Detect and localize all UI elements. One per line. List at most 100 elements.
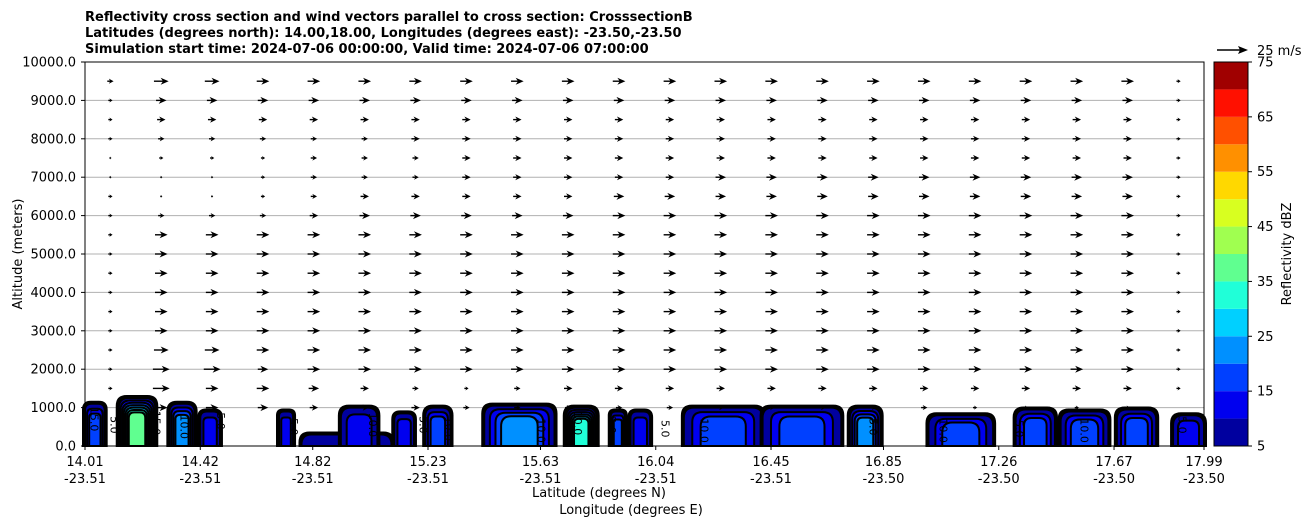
- wind-vector-head: [1126, 77, 1135, 85]
- reflectivity-contour: [778, 415, 826, 447]
- wind-vector: [564, 174, 573, 181]
- wind-vector-head: [261, 194, 266, 199]
- wind-vector: [765, 269, 778, 277]
- contour-label: 15.0: [149, 411, 162, 436]
- x-tick-label-lat: 16.85: [865, 455, 902, 470]
- wind-vector: [867, 346, 880, 354]
- wind-vector: [204, 77, 220, 85]
- wind-vector: [108, 136, 113, 141]
- wind-vector: [614, 135, 624, 142]
- wind-vector-head: [922, 327, 931, 335]
- wind-vector: [256, 250, 270, 258]
- wind-vector-head: [312, 193, 318, 199]
- wind-vector: [816, 212, 829, 220]
- colorbar-band: [1214, 62, 1248, 90]
- wind-vector-head: [922, 405, 928, 411]
- wind-vector-head: [159, 327, 168, 335]
- wind-vector: [968, 365, 982, 373]
- contour-label: 10.0: [937, 418, 950, 443]
- colorbar-band: [1214, 144, 1248, 172]
- wind-vector-head: [515, 250, 524, 258]
- wind-vector: [870, 405, 877, 411]
- wind-vector-head: [261, 346, 270, 354]
- wind-vector: [1176, 386, 1181, 391]
- wind-vector: [867, 269, 880, 277]
- wind-vector: [108, 213, 113, 218]
- wind-vector-head: [769, 250, 778, 258]
- wind-vector-head: [566, 269, 575, 277]
- wind-vector: [1019, 327, 1033, 335]
- reflectivity-cell: [391, 410, 417, 447]
- wind-vector-head: [769, 135, 776, 142]
- wind-vector: [714, 231, 728, 239]
- wind-vector: [612, 269, 626, 277]
- wind-vector-head: [1075, 365, 1084, 373]
- wind-vector-head: [109, 117, 113, 122]
- wind-vector: [1176, 290, 1181, 295]
- wind-vector: [259, 213, 267, 219]
- wind-vector: [1019, 288, 1033, 296]
- wind-vector-head: [617, 77, 626, 85]
- wind-vector-head: [1125, 173, 1133, 181]
- wind-vector-head: [922, 250, 931, 258]
- wind-vector-head: [1024, 308, 1033, 316]
- wind-vector-head: [871, 405, 877, 411]
- wind-vector-head: [921, 96, 930, 104]
- wind-vector: [513, 174, 522, 181]
- wind-vector-head: [515, 308, 524, 316]
- wind-vector: [259, 136, 267, 142]
- wind-vector: [970, 135, 980, 142]
- wind-vector: [153, 77, 169, 85]
- contour-label: 5.0: [214, 412, 227, 430]
- x-axis-label-longitude: Longitude (degrees E): [559, 503, 703, 518]
- wind-vector-head: [974, 405, 978, 410]
- wind-vector: [411, 404, 420, 411]
- wind-vector-head: [210, 308, 219, 316]
- wind-vector-head: [160, 346, 169, 354]
- wind-vector-head: [363, 136, 368, 142]
- wind-vector: [818, 154, 827, 162]
- wind-vector: [409, 288, 422, 296]
- wind-vector: [256, 288, 270, 296]
- wind-vector: [1176, 328, 1181, 333]
- wind-vector-head: [211, 175, 214, 179]
- wind-vector: [460, 77, 473, 85]
- wind-vector-head: [464, 77, 473, 85]
- wind-vector-head: [820, 77, 829, 85]
- wind-vector: [867, 212, 880, 220]
- wind-vector: [409, 250, 422, 258]
- wind-vector: [1021, 135, 1031, 142]
- wind-vector: [205, 404, 219, 412]
- wind-vector-head: [311, 96, 320, 104]
- wind-vector-head: [973, 250, 982, 258]
- wind-vector: [307, 288, 321, 296]
- wind-vector: [360, 385, 369, 392]
- wind-vector-head: [158, 96, 167, 104]
- wind-vector-head: [616, 135, 624, 142]
- wind-vector-head: [413, 365, 422, 373]
- wind-vector: [920, 154, 929, 162]
- wind-vector-head: [1075, 250, 1084, 258]
- wind-vector-head: [210, 116, 217, 123]
- wind-vector: [1021, 116, 1031, 123]
- wind-vector: [310, 193, 318, 199]
- wind-vector: [920, 116, 929, 123]
- wind-vector-head: [871, 212, 880, 220]
- wind-vector-head: [718, 135, 725, 142]
- wind-vector-head: [1024, 346, 1033, 354]
- wind-vector: [156, 96, 167, 104]
- wind-vector-head: [210, 404, 219, 412]
- wind-vector: [716, 116, 725, 123]
- wind-vector: [1019, 308, 1033, 316]
- wind-vector-head: [922, 346, 931, 354]
- wind-vector: [358, 308, 372, 316]
- reflectivity-cell: [1057, 408, 1112, 447]
- wind-vector-head: [566, 365, 575, 373]
- wind-vector-head: [769, 173, 777, 181]
- wind-vector: [1021, 154, 1031, 162]
- wind-vector-head: [161, 365, 170, 373]
- wind-vector-head: [719, 405, 724, 411]
- wind-vector: [205, 250, 219, 258]
- wind-vector: [152, 365, 170, 373]
- wind-vector: [260, 155, 266, 161]
